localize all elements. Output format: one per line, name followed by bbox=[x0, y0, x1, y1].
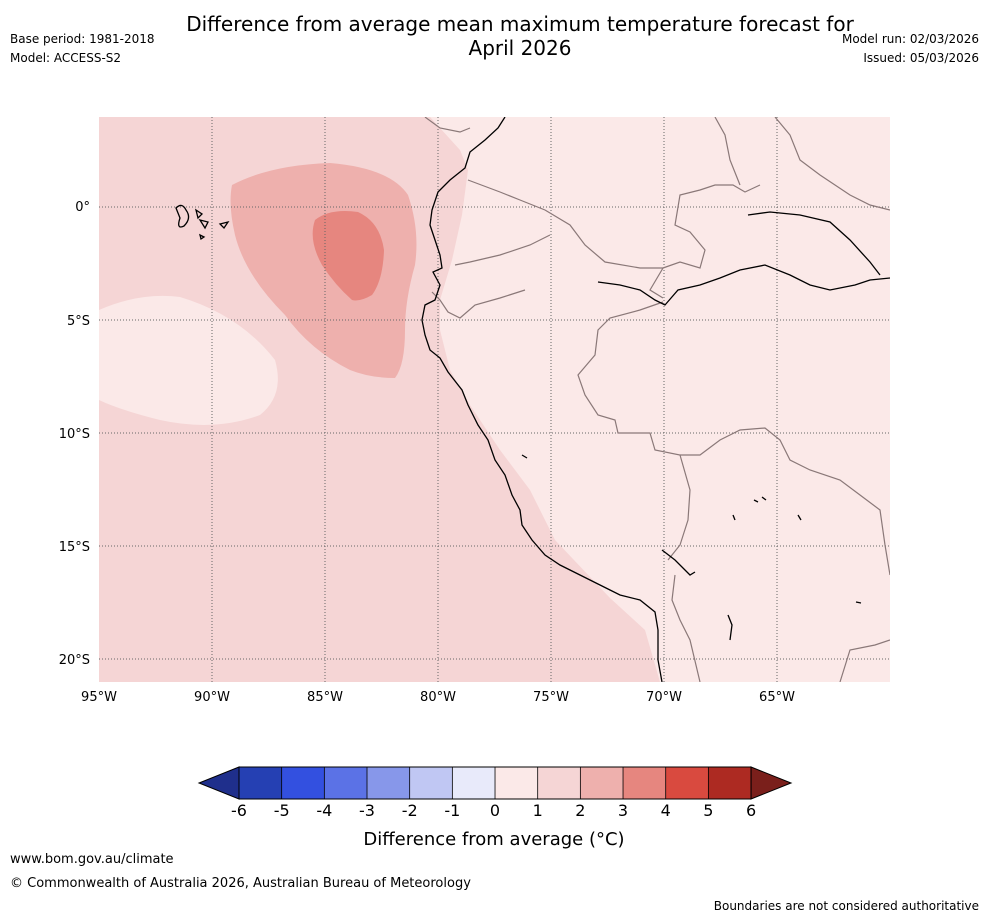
base-period: Base period: 1981-2018 bbox=[10, 32, 155, 46]
colorbar-tick-label: -4 bbox=[316, 801, 332, 820]
national-borders bbox=[424, 117, 890, 682]
anomaly-region-0-1-ocean bbox=[99, 295, 278, 425]
colorbar-segment bbox=[537, 767, 581, 799]
lat-label: 0° bbox=[75, 200, 90, 215]
colorbar-tick-label: -2 bbox=[402, 801, 418, 820]
colorbar-tick-label: 1 bbox=[533, 801, 543, 820]
coastline bbox=[175, 117, 890, 682]
colorbar-extend-high bbox=[750, 766, 793, 800]
colorbar-segment bbox=[708, 767, 752, 799]
colorbar-tick-label: 4 bbox=[661, 801, 671, 820]
title-line-2: April 2026 bbox=[468, 36, 572, 60]
lon-axis: 95°W 90°W 85°W 80°W 75°W 70°W 65°W bbox=[81, 690, 795, 705]
chart-title: Difference from average mean maximum tem… bbox=[150, 12, 890, 60]
model-name: Model: ACCESS-S2 bbox=[10, 51, 122, 65]
colorbar-tick-label: -6 bbox=[231, 801, 247, 820]
colorbar-extend-low bbox=[197, 766, 240, 800]
colorbar-segment bbox=[495, 767, 539, 799]
lon-label: 75°W bbox=[533, 690, 569, 705]
colorbar-segment bbox=[580, 767, 624, 799]
copyright: © Commonwealth of Australia 2026, Austra… bbox=[10, 876, 471, 891]
colorbar-segment bbox=[367, 767, 411, 799]
colorbar-tick-label: -3 bbox=[359, 801, 375, 820]
colorbar-tick-label: -5 bbox=[274, 801, 290, 820]
colorbar-segment bbox=[665, 767, 709, 799]
lat-label: 5°S bbox=[67, 314, 90, 329]
colorbar: -6 -5 -4 -3 -2 -1 0 1 2 3 4 5 6 bbox=[197, 766, 793, 820]
colorbar-segment bbox=[281, 767, 325, 799]
lon-label: 65°W bbox=[759, 690, 795, 705]
colorbar-segment bbox=[409, 767, 453, 799]
colorbar-tick-label: 3 bbox=[618, 801, 628, 820]
graticule bbox=[99, 117, 890, 682]
lon-label: 85°W bbox=[307, 690, 343, 705]
lon-label: 95°W bbox=[81, 690, 117, 705]
anomaly-region-3-4 bbox=[312, 211, 384, 301]
issued-date: Issued: 05/03/2026 bbox=[863, 51, 979, 65]
colorbar-tick-label: 6 bbox=[746, 801, 756, 820]
map-area bbox=[99, 117, 890, 682]
anomaly-region-2-3 bbox=[230, 163, 417, 378]
colorbar-segment bbox=[452, 767, 496, 799]
lon-label: 90°W bbox=[194, 690, 230, 705]
colorbar-label: Difference from average (°C) bbox=[363, 829, 624, 850]
colorbar-tick-label: 5 bbox=[703, 801, 713, 820]
colorbar-segment bbox=[239, 767, 283, 799]
title-line-1: Difference from average mean maximum tem… bbox=[186, 12, 854, 36]
model-run: Model run: 02/03/2026 bbox=[841, 32, 979, 46]
colorbar-tick-label: 2 bbox=[575, 801, 585, 820]
lat-label: 10°S bbox=[59, 427, 90, 442]
colorbar-tick-label: -1 bbox=[444, 801, 460, 820]
anomaly-region-0-1-land bbox=[430, 117, 890, 682]
source-url: www.bom.gov.au/climate bbox=[10, 852, 174, 867]
lat-label: 15°S bbox=[59, 540, 90, 555]
lat-label: 20°S bbox=[59, 653, 90, 668]
colorbar-segment bbox=[324, 767, 368, 799]
lon-label: 80°W bbox=[420, 690, 456, 705]
colorbar-tick-label: 0 bbox=[490, 801, 500, 820]
disclaimer: Boundaries are not considered authoritat… bbox=[713, 899, 979, 913]
lat-axis: 0° 5°S 10°S 15°S 20°S bbox=[59, 200, 90, 668]
lon-label: 70°W bbox=[646, 690, 682, 705]
colorbar-segment bbox=[623, 767, 667, 799]
